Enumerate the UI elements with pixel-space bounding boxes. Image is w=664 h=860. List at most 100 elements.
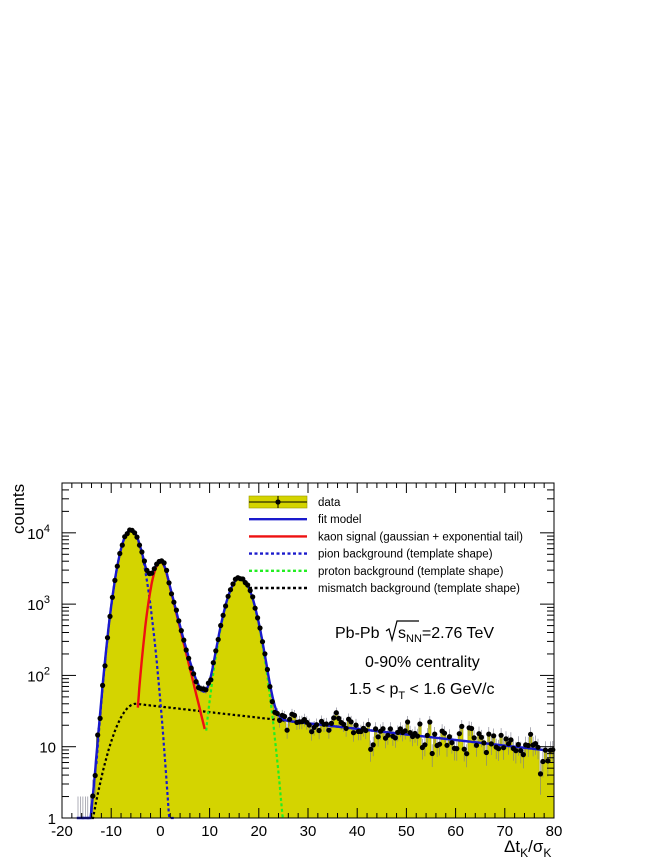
data-point bbox=[508, 737, 514, 743]
data-point bbox=[498, 732, 504, 738]
data-point bbox=[407, 730, 413, 736]
x-axis-ticks: -20 -10 0 10 20 30 40 50 60 70 80 bbox=[51, 483, 562, 840]
x-tick-label: 70 bbox=[496, 823, 513, 840]
data-point bbox=[117, 550, 123, 557]
data-point bbox=[178, 628, 184, 634]
data-point bbox=[537, 771, 544, 777]
data-point bbox=[483, 749, 489, 756]
annotation-sqrt-sub: NN bbox=[406, 633, 422, 645]
data-point bbox=[134, 534, 140, 540]
data-point bbox=[503, 736, 509, 742]
legend-label-proton: proton background (template shape) bbox=[318, 566, 504, 578]
data-point bbox=[186, 655, 192, 661]
data-point bbox=[323, 721, 329, 727]
data-point bbox=[532, 741, 539, 747]
x-axis-label: ΔtK/σK bbox=[504, 837, 551, 860]
data-point bbox=[183, 647, 189, 653]
data-point bbox=[104, 635, 111, 641]
data-point bbox=[385, 732, 391, 738]
data-point bbox=[464, 751, 470, 757]
data-point bbox=[97, 715, 103, 722]
data-point bbox=[112, 577, 118, 584]
data-point bbox=[414, 733, 421, 739]
data-point bbox=[255, 615, 261, 621]
y-tick-label: 103 bbox=[27, 594, 50, 614]
annotation-system: Pb-Pb bbox=[335, 625, 380, 642]
y-tick-label: 10 bbox=[39, 740, 56, 757]
annotation-system-post: =2.76 TeV bbox=[422, 625, 495, 642]
data-point bbox=[284, 727, 290, 733]
data-point bbox=[380, 726, 386, 732]
annotation-block: Pb-Pb sNN=2.76 TeV 0-90% centrality 1.5 … bbox=[335, 620, 495, 702]
data-point bbox=[373, 726, 379, 732]
y-tick-label-exponent: 4 bbox=[44, 523, 50, 535]
data-point bbox=[520, 752, 526, 758]
data-point bbox=[461, 746, 467, 752]
data-point bbox=[333, 710, 339, 716]
data-point bbox=[139, 549, 145, 555]
data-point bbox=[245, 582, 251, 588]
data-point bbox=[343, 725, 349, 732]
data-point bbox=[215, 636, 221, 643]
y-tick-label: 1 bbox=[48, 811, 56, 828]
data-point bbox=[402, 728, 408, 734]
data-point bbox=[257, 625, 263, 631]
data-point bbox=[132, 530, 138, 536]
data-points bbox=[90, 527, 556, 799]
x-axis-label-base: Δt bbox=[504, 837, 520, 856]
data-point bbox=[392, 735, 398, 741]
y-tick-label-base: 10 bbox=[27, 526, 44, 543]
data-point bbox=[540, 758, 546, 765]
data-point bbox=[417, 721, 423, 727]
data-point bbox=[291, 712, 298, 719]
data-point bbox=[250, 594, 256, 600]
data-point bbox=[114, 563, 120, 569]
data-point bbox=[168, 591, 175, 597]
data-point bbox=[387, 726, 393, 732]
y-tick-label: 102 bbox=[27, 665, 50, 685]
data-point bbox=[151, 566, 157, 572]
y-tick-label-base: 10 bbox=[27, 668, 44, 685]
data-point bbox=[230, 581, 236, 587]
data-point bbox=[213, 648, 219, 654]
data-point bbox=[109, 594, 115, 600]
data-point bbox=[471, 735, 477, 741]
data-point bbox=[370, 742, 376, 748]
annotation-sqrt-s: s bbox=[398, 625, 406, 642]
x-tick-label: 30 bbox=[300, 823, 317, 840]
data-point bbox=[454, 746, 460, 752]
annotation-sqrt: sNN=2.76 TeV bbox=[398, 625, 494, 645]
data-point bbox=[161, 560, 167, 566]
x-tick-label: 50 bbox=[398, 823, 415, 840]
data-point bbox=[259, 639, 266, 645]
data-point bbox=[459, 723, 465, 730]
data-point bbox=[149, 570, 155, 576]
data-point bbox=[446, 734, 452, 740]
data-point bbox=[331, 715, 337, 721]
x-tick-label: 20 bbox=[250, 823, 267, 840]
legend-swatch-data-marker bbox=[275, 499, 281, 505]
data-point bbox=[350, 730, 357, 736]
data-point bbox=[166, 580, 172, 586]
data-point bbox=[277, 717, 283, 724]
x-axis-label-sub2: K bbox=[543, 846, 551, 860]
data-point bbox=[176, 618, 182, 624]
data-point bbox=[535, 744, 541, 750]
data-point bbox=[405, 719, 411, 725]
data-point bbox=[210, 660, 216, 666]
data-point bbox=[496, 746, 502, 752]
x-tick-label: 40 bbox=[349, 823, 366, 840]
x-tick-label: 80 bbox=[546, 823, 563, 840]
data-point bbox=[269, 699, 275, 705]
x-tick-label: 60 bbox=[447, 823, 464, 840]
data-point bbox=[505, 741, 512, 747]
legend-label-kaon: kaon signal (gaussian + exponential tail… bbox=[318, 531, 523, 543]
x-tick-label: 10 bbox=[201, 823, 218, 840]
data-point bbox=[100, 682, 106, 689]
data-point bbox=[171, 599, 177, 605]
annotation-pt-sub: T bbox=[398, 690, 405, 702]
data-point bbox=[422, 742, 428, 748]
data-point bbox=[193, 679, 199, 685]
x-axis-label-sub1: K bbox=[520, 846, 528, 860]
